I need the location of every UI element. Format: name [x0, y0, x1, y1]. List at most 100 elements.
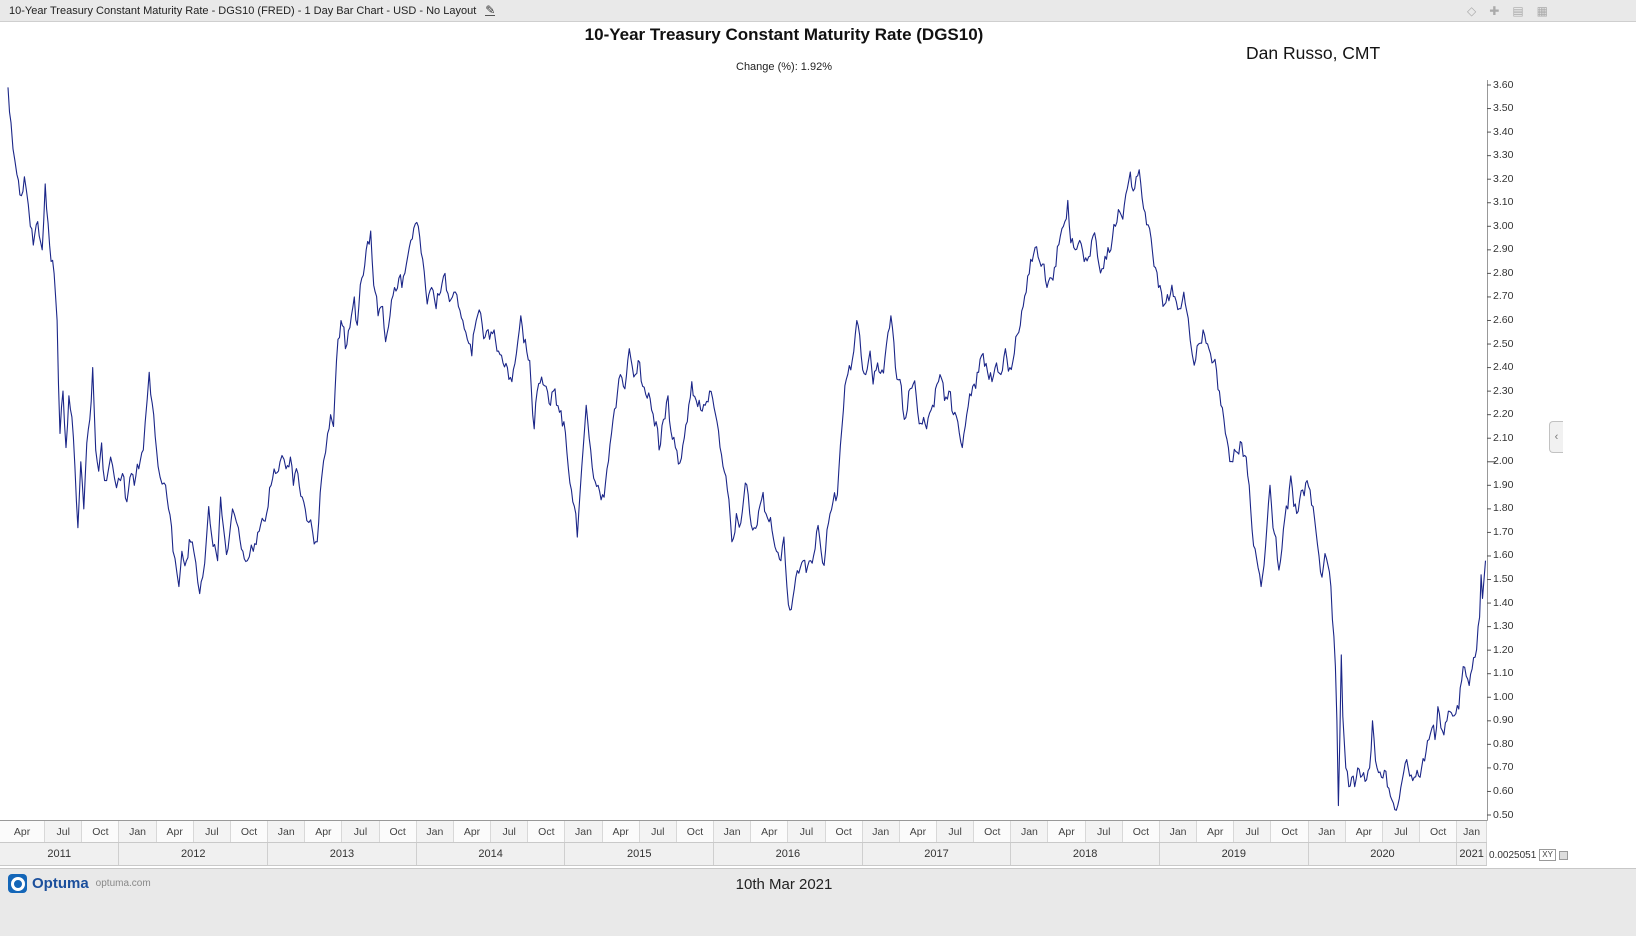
layout-grid-icon[interactable]: ▦: [1536, 4, 1548, 18]
month-cell[interactable]: Oct: [825, 821, 863, 842]
scale-lock-icon: [1558, 850, 1568, 860]
year-cell[interactable]: 2019: [1159, 843, 1309, 865]
y-axis-label: 1.60: [1493, 549, 1514, 562]
y-axis-label: 3.20: [1493, 172, 1514, 185]
month-cell[interactable]: Jul: [1234, 821, 1272, 842]
year-cell[interactable]: 2017: [862, 843, 1012, 865]
month-cell[interactable]: Jul: [491, 821, 529, 842]
month-cell[interactable]: Apr: [1048, 821, 1086, 842]
year-cell[interactable]: 2012: [119, 843, 269, 865]
month-label: Apr: [13, 825, 31, 838]
year-label: 2011: [47, 848, 72, 860]
month-cell[interactable]: Jul: [45, 821, 83, 842]
month-cell[interactable]: Apr: [0, 821, 46, 842]
year-axis-row[interactable]: 2011 2012 2013 2014 2015 2016 2017 2018 2019 2020…: [0, 843, 1487, 866]
month-cell[interactable]: Jul: [1382, 821, 1421, 842]
month-cell[interactable]: Jan: [1011, 821, 1049, 842]
y-axis-label: 3.50: [1493, 102, 1514, 115]
y-axis-label: 3.60: [1493, 78, 1514, 91]
month-axis-row[interactable]: Apr Jul Oct Jan Apr Jul Oct Jan Apr Jul Oct Jan Apr J…: [0, 821, 1487, 843]
month-cell[interactable]: Apr: [1197, 821, 1235, 842]
year-cell[interactable]: 2014: [416, 843, 566, 865]
xy-scale-badge: XY: [1539, 849, 1556, 861]
month-cell[interactable]: Jul: [639, 821, 677, 842]
month-cell[interactable]: Jul: [193, 821, 231, 842]
month-cell[interactable]: Oct: [1122, 821, 1160, 842]
year-cell[interactable]: 2011: [0, 843, 120, 865]
month-cell[interactable]: Jan: [1159, 821, 1198, 842]
month-cell[interactable]: Jan: [119, 821, 157, 842]
month-label: Jul: [1097, 825, 1111, 838]
month-cell[interactable]: Jan: [565, 821, 603, 842]
month-label: Jul: [353, 825, 368, 838]
copy-icon[interactable]: ▤: [1512, 4, 1524, 18]
month-label: Jul: [502, 825, 516, 838]
month-cell[interactable]: Oct: [82, 821, 120, 842]
month-cell[interactable]: Apr: [602, 821, 640, 842]
window-title-bar: 10-Year Treasury Constant Maturity Rate …: [0, 0, 1636, 22]
month-cell[interactable]: Oct: [1420, 821, 1458, 842]
y-axis-label: 1.10: [1493, 667, 1514, 680]
month-cell[interactable]: Jan: [416, 821, 454, 842]
month-label: Oct: [835, 825, 852, 838]
month-cell[interactable]: Oct: [528, 821, 566, 842]
month-cell[interactable]: Oct: [379, 821, 417, 842]
year-cell[interactable]: 2015: [565, 843, 715, 865]
y-axis-label: 1.70: [1493, 525, 1514, 538]
month-cell[interactable]: Jul: [1085, 821, 1123, 842]
month-cell[interactable]: Apr: [156, 821, 194, 842]
month-label: Apr: [1207, 825, 1224, 838]
chart-title: 10-Year Treasury Constant Maturity Rate …: [584, 25, 984, 44]
year-label: 2015: [626, 848, 652, 860]
y-axis-label: 3.10: [1493, 196, 1514, 209]
month-cell[interactable]: Jan: [714, 821, 752, 842]
month-cell[interactable]: Jul: [788, 821, 826, 842]
optuma-brand-link[interactable]: Optuma optuma.com: [8, 874, 151, 893]
year-cell[interactable]: 2013: [268, 843, 417, 865]
month-cell[interactable]: Oct: [676, 821, 715, 842]
pin-icon[interactable]: ✚: [1489, 4, 1500, 18]
scale-indicator[interactable]: 0.0025051 XY: [1489, 849, 1568, 861]
month-cell[interactable]: Apr: [453, 821, 492, 842]
price-line: [7, 87, 1487, 811]
month-label: Apr: [166, 825, 183, 838]
month-label: Jan: [1169, 825, 1187, 838]
month-label: Oct: [984, 825, 1001, 838]
y-axis-label: 1.90: [1493, 478, 1514, 491]
y-axis-label: 0.60: [1493, 784, 1514, 797]
month-cell[interactable]: Jan: [862, 821, 900, 842]
year-cell[interactable]: 2020: [1308, 843, 1458, 865]
y-axis-label: 1.20: [1493, 643, 1514, 656]
month-cell[interactable]: Apr: [899, 821, 937, 842]
month-cell[interactable]: Jul: [342, 821, 380, 842]
month-cell[interactable]: Apr: [305, 821, 343, 842]
month-label: Oct: [538, 825, 555, 838]
year-cell[interactable]: 2021: [1457, 843, 1487, 865]
panel-collapse-tab[interactable]: ‹: [1549, 421, 1563, 453]
y-axis-label: 0.80: [1493, 737, 1514, 750]
year-cell[interactable]: 2016: [714, 843, 863, 865]
diamond-icon[interactable]: ◇: [1467, 4, 1477, 18]
year-label: 2017: [924, 848, 949, 860]
edit-title-pencil-icon[interactable]: ✎: [485, 3, 496, 17]
optuma-logo-icon: [8, 874, 27, 893]
month-cell[interactable]: Jan: [1308, 821, 1346, 842]
month-cell[interactable]: Jul: [937, 821, 975, 842]
month-cell[interactable]: Oct: [974, 821, 1012, 842]
month-cell[interactable]: Jan: [268, 821, 306, 842]
month-cell[interactable]: Oct: [230, 821, 269, 842]
y-axis-label: 1.30: [1493, 620, 1514, 633]
year-label: 2019: [1221, 848, 1247, 860]
y-axis-label: 2.80: [1493, 266, 1514, 279]
y-axis-label: 2.30: [1493, 384, 1514, 397]
month-cell[interactable]: Oct: [1271, 821, 1309, 842]
month-cell[interactable]: Apr: [1345, 821, 1383, 842]
month-label: Apr: [909, 825, 927, 838]
month-cell[interactable]: Jan: [1457, 821, 1487, 842]
month-cell[interactable]: Apr: [751, 821, 789, 842]
year-cell[interactable]: 2018: [1011, 843, 1160, 865]
y-axis-label: 1.00: [1493, 690, 1514, 703]
month-label: Jul: [651, 825, 665, 838]
